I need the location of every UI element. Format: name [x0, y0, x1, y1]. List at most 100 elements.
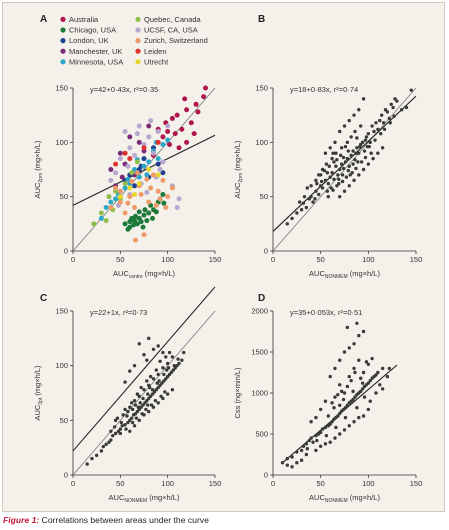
data-point — [188, 120, 194, 126]
panel-c: C 0 50 100 150 0 50 100 150 AUCNONMEM (mg×h/L) AUC… — [33, 286, 221, 504]
data-point — [355, 146, 359, 150]
panel-letter: B — [258, 14, 265, 25]
data-point — [127, 219, 133, 225]
data-point — [357, 151, 361, 155]
legend-marker — [135, 59, 141, 65]
data-point — [318, 430, 323, 435]
data-point — [337, 181, 341, 186]
data-point — [368, 379, 372, 383]
data-point — [160, 159, 166, 165]
y-tick-label: 100 — [55, 138, 68, 147]
data-point — [130, 420, 135, 425]
data-point — [351, 162, 355, 166]
legend-label: Quebec, Canada — [144, 15, 202, 24]
data-point — [148, 185, 154, 191]
data-point — [285, 222, 289, 226]
legend-label: Leiden — [144, 47, 167, 56]
data-point — [124, 427, 128, 431]
series-ucsf-ca-usa — [108, 118, 182, 211]
data-point — [163, 390, 167, 394]
data-point — [355, 321, 359, 325]
data-point — [144, 218, 150, 224]
data-point — [123, 423, 127, 427]
data-point — [305, 186, 310, 190]
data-point — [373, 138, 377, 142]
x-tick-label: 0 — [271, 479, 275, 488]
data-point — [345, 325, 350, 330]
data-point — [132, 191, 138, 197]
data-point — [155, 161, 161, 167]
y-axis-label: AUC2pm (mg×h/L) — [33, 140, 44, 198]
series-australia — [150, 85, 209, 158]
series-chicago-usa — [122, 191, 167, 232]
data-point — [315, 438, 319, 443]
x-tick-label: 150 — [410, 255, 423, 264]
data-point — [348, 173, 352, 177]
data-point — [333, 436, 337, 440]
data-point — [142, 388, 146, 392]
data-point — [141, 145, 147, 151]
data-point — [362, 149, 367, 153]
data-point — [361, 329, 366, 334]
data-point — [379, 113, 384, 117]
data-point — [179, 126, 185, 132]
data-point — [314, 448, 318, 453]
data-point — [146, 392, 150, 396]
data-point — [318, 407, 323, 412]
data-point — [361, 370, 366, 375]
data-point — [354, 151, 358, 155]
legend-marker — [135, 48, 141, 54]
data-point — [146, 403, 150, 407]
data-point — [345, 140, 350, 145]
data-point — [317, 192, 321, 197]
data-point — [154, 368, 159, 372]
data-point — [153, 209, 159, 215]
data-point — [127, 194, 133, 200]
data-point — [370, 124, 374, 128]
data-point — [309, 420, 313, 424]
data-point — [167, 142, 173, 148]
data-point — [353, 158, 357, 162]
data-point — [360, 140, 365, 145]
data-point — [387, 116, 392, 121]
data-point — [90, 456, 94, 461]
data-point — [339, 389, 344, 394]
legend-marker — [60, 59, 66, 65]
y-tick-label: 150 — [255, 84, 268, 93]
x-tick-label: 50 — [116, 479, 124, 488]
data-point — [144, 172, 150, 178]
data-point — [387, 366, 392, 371]
data-point — [147, 409, 151, 414]
data-point — [130, 407, 135, 412]
data-point — [305, 447, 310, 451]
data-point — [342, 124, 347, 128]
data-point — [127, 145, 133, 151]
data-point — [108, 167, 114, 172]
data-point — [111, 433, 115, 438]
y-tick-label: 50 — [60, 192, 68, 201]
data-point — [195, 109, 201, 115]
data-point — [142, 353, 146, 357]
data-point — [157, 167, 163, 172]
data-point — [347, 164, 351, 168]
data-point — [132, 363, 137, 368]
data-point — [98, 210, 104, 216]
regression-equation: y=42+0·43x, r²=0·35 — [90, 85, 158, 94]
legend-marker — [60, 48, 66, 54]
data-point — [323, 425, 328, 430]
data-point — [147, 385, 152, 390]
data-point — [146, 134, 152, 140]
data-point — [364, 135, 369, 139]
x-axis-label: AUCcentre (mg×h/L) — [113, 269, 176, 280]
data-point — [115, 416, 120, 420]
identity-line — [72, 87, 216, 252]
data-point — [328, 175, 332, 179]
data-point — [127, 185, 133, 191]
data-point — [118, 431, 123, 436]
data-point — [133, 403, 138, 407]
data-point — [129, 416, 134, 420]
data-point — [320, 186, 325, 190]
data-point — [334, 151, 338, 155]
data-point — [280, 461, 285, 465]
